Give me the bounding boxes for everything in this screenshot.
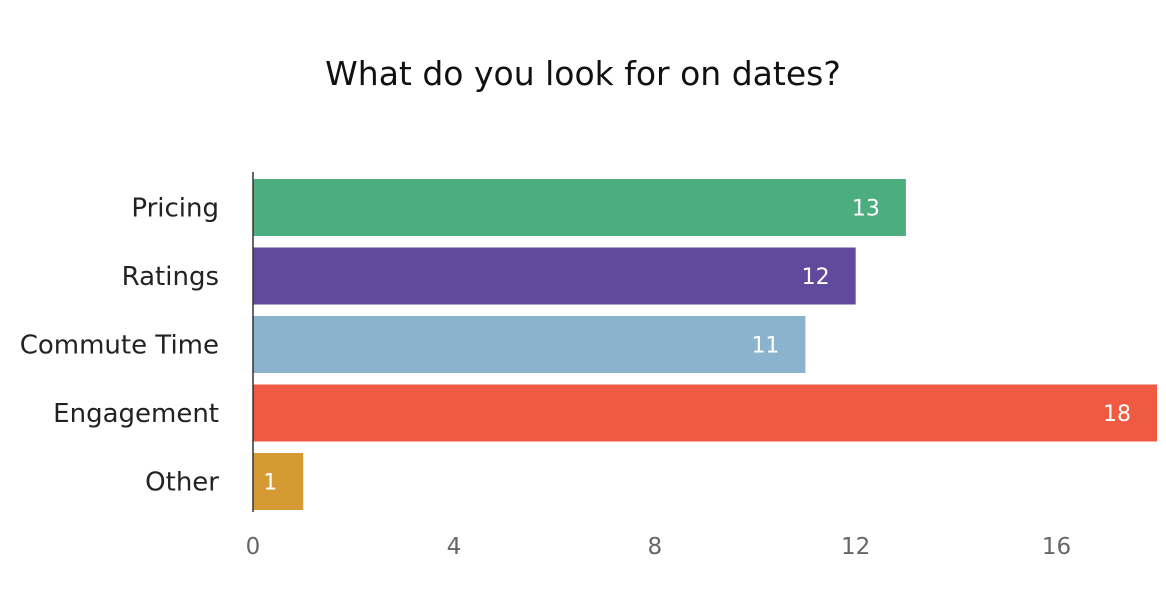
bar-engagement [253,384,1157,442]
bar-other [253,453,304,510]
bar-pricing [253,179,906,236]
value-label-engagement: 18 [1103,402,1131,427]
value-label-ratings: 12 [802,265,830,290]
x-tick-label-4: 4 [447,534,462,560]
x-tick-label-16: 16 [1042,534,1071,560]
x-tick-label-0: 0 [246,534,261,560]
category-label-other: Other [145,468,219,498]
category-label-pricing: Pricing [131,194,219,224]
bar-ratings [253,247,856,305]
value-labels-group: 13 12 11 18 1 [263,197,1131,496]
x-tick-labels-group: 0 4 8 12 16 [246,534,1072,560]
bars-group [253,179,1157,510]
x-tick-label-8: 8 [647,534,662,560]
value-label-other: 1 [263,471,277,496]
category-labels-group: Pricing Ratings Commute Time Engagement Othe… [20,194,220,498]
x-tick-label-12: 12 [841,534,870,560]
value-label-commute-time: 11 [751,334,779,359]
category-label-commute-time: Commute Time [20,331,219,361]
chart-title: What do you look for on dates? [325,54,841,93]
category-label-engagement: Engagement [53,399,219,429]
value-label-pricing: 13 [852,197,880,222]
bar-commute-time [253,316,806,373]
category-label-ratings: Ratings [122,262,219,292]
